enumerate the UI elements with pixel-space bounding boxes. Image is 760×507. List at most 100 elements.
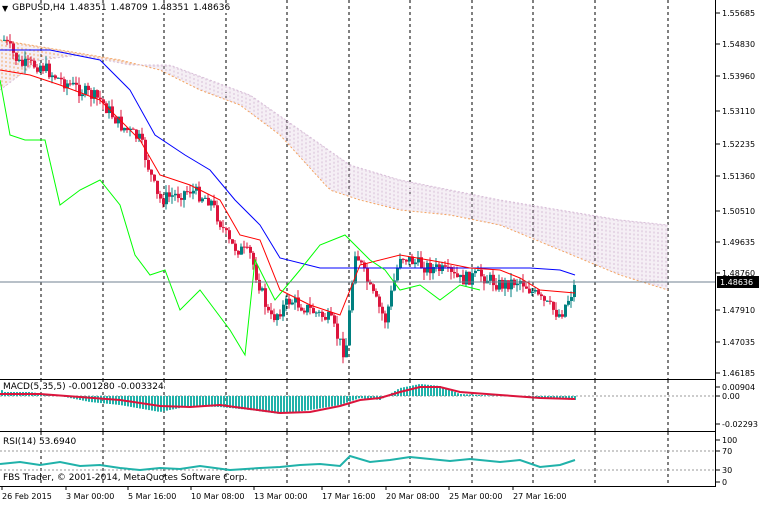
candle-body bbox=[45, 63, 48, 72]
rsi-pane[interactable]: RSI(14) 53.6940 FBS Trader, © 2001-2014,… bbox=[0, 432, 716, 487]
candle-body bbox=[567, 300, 570, 305]
candle-body bbox=[270, 310, 273, 315]
candle-body bbox=[468, 271, 471, 285]
candle-body bbox=[171, 195, 174, 197]
candle-body bbox=[471, 273, 474, 285]
candle-body bbox=[315, 312, 318, 314]
candle-body bbox=[39, 65, 42, 72]
candle-body bbox=[150, 169, 153, 175]
candle-body bbox=[132, 128, 135, 130]
candle-body bbox=[210, 200, 213, 206]
candle-body bbox=[480, 269, 483, 277]
candle-body bbox=[180, 198, 183, 200]
candle-body bbox=[336, 323, 339, 339]
candle-body bbox=[129, 128, 132, 131]
candle-body bbox=[450, 267, 453, 272]
candle-body bbox=[447, 266, 450, 268]
candle-body bbox=[489, 274, 492, 281]
candle-body bbox=[249, 246, 252, 253]
candle-body bbox=[375, 291, 378, 297]
macd-signal-line bbox=[0, 386, 576, 415]
candle-body bbox=[18, 59, 21, 61]
price-chart-pane[interactable]: ▼ GBPUSD,H4 1.48351 1.48709 1.48351 1.48… bbox=[0, 0, 716, 380]
candle-body bbox=[42, 65, 45, 72]
kijun-sen-line bbox=[0, 49, 576, 276]
time-tick-label: 17 Mar 16:00 bbox=[322, 492, 375, 501]
candle-body bbox=[183, 191, 186, 200]
time-tick-label: 5 Mar 16:00 bbox=[128, 492, 176, 501]
candle-body bbox=[402, 258, 405, 260]
candle-body bbox=[3, 39, 6, 41]
candle-body bbox=[540, 294, 543, 297]
candle-body bbox=[237, 250, 240, 255]
candle-body bbox=[360, 260, 363, 263]
candle-body bbox=[534, 290, 537, 292]
candle-body bbox=[414, 262, 417, 265]
candle-body bbox=[279, 314, 282, 317]
candle-body bbox=[300, 307, 303, 311]
candle-body bbox=[255, 264, 258, 280]
candle-body bbox=[483, 276, 486, 284]
candle-body bbox=[138, 133, 141, 139]
candle-body bbox=[366, 267, 369, 283]
candle-body bbox=[423, 268, 426, 273]
rsi-scale[interactable]: 100 70 30 0 bbox=[716, 432, 760, 487]
candle-body bbox=[477, 269, 480, 271]
candle-body bbox=[564, 304, 567, 317]
candle-body bbox=[114, 117, 117, 124]
candle-body bbox=[387, 306, 390, 323]
time-tick-label: 3 Mar 00:00 bbox=[66, 492, 114, 501]
candle-body bbox=[390, 290, 393, 307]
candle-body bbox=[72, 82, 75, 85]
candle-body bbox=[324, 316, 327, 320]
candle-body bbox=[510, 279, 513, 290]
candle-body bbox=[333, 315, 336, 324]
candle-body bbox=[189, 191, 192, 194]
candle-body bbox=[264, 288, 267, 307]
candle-body bbox=[555, 309, 558, 317]
symbol-label: GBPUSD,H4 bbox=[12, 3, 66, 13]
candle-body bbox=[525, 286, 528, 289]
candle-body bbox=[66, 83, 69, 89]
candle-body bbox=[417, 257, 420, 263]
price-scale[interactable]: 1.55685 1.54830 1.53960 1.53110 1.52235 1.513… bbox=[716, 0, 760, 380]
candle-body bbox=[207, 197, 210, 206]
candle-body bbox=[273, 314, 276, 321]
rsi-line bbox=[0, 454, 576, 472]
candle-body bbox=[384, 313, 387, 323]
candle-body bbox=[93, 90, 96, 99]
candle-body bbox=[243, 246, 246, 248]
candle-body bbox=[291, 302, 294, 305]
candle-body bbox=[234, 243, 237, 251]
candle-body bbox=[411, 256, 414, 265]
candle-body bbox=[327, 312, 330, 320]
time-tick-label: 27 Mar 16:00 bbox=[513, 492, 566, 501]
price-tick-label: 1.53960 bbox=[722, 72, 755, 81]
candle-body bbox=[501, 279, 504, 289]
price-chart-canvas[interactable] bbox=[0, 0, 716, 380]
candle-body bbox=[168, 192, 171, 197]
candle-body bbox=[549, 300, 552, 302]
candle-body bbox=[162, 198, 165, 205]
dropdown-arrow-icon[interactable]: ▼ bbox=[2, 3, 9, 13]
macd-canvas[interactable] bbox=[0, 380, 716, 432]
candle-body bbox=[552, 301, 555, 310]
candle-body bbox=[303, 310, 306, 313]
candle-body bbox=[543, 296, 546, 301]
candle-body bbox=[51, 75, 54, 78]
candle-body bbox=[141, 133, 144, 140]
candle-body bbox=[297, 297, 300, 308]
candle-body bbox=[267, 306, 270, 311]
candle-body bbox=[522, 280, 525, 287]
candle-body bbox=[204, 197, 207, 199]
macd-scale[interactable]: 0.00904 0.00 -0.02293 bbox=[716, 380, 760, 432]
candle-body bbox=[369, 282, 372, 285]
candle-body bbox=[33, 60, 36, 68]
candle-body bbox=[213, 200, 216, 206]
candle-body bbox=[102, 99, 105, 104]
macd-pane[interactable]: MACD(5,35,5) -0.001280 -0.003324 bbox=[0, 380, 716, 432]
rsi-canvas[interactable] bbox=[0, 432, 716, 487]
rsi-label: RSI(14) 53.6940 bbox=[3, 437, 77, 447]
current-price-marker bbox=[717, 276, 759, 288]
